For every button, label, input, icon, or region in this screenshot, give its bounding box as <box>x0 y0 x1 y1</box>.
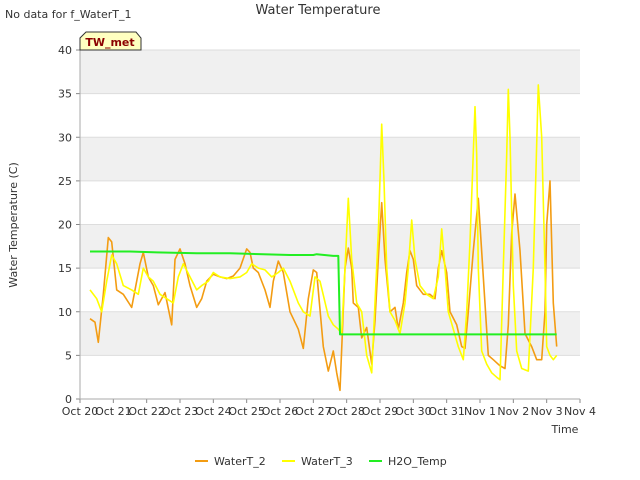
y-tick-label: 40 <box>58 44 72 57</box>
x-tick-label: Oct 26 <box>262 405 299 418</box>
plot-background-bands <box>80 50 580 399</box>
legend-item-watert2: WaterT_2 <box>195 455 266 468</box>
x-tick-label: Nov 3 <box>531 405 563 418</box>
x-tick-label: Oct 28 <box>328 405 365 418</box>
series-layer <box>89 84 558 392</box>
y-tick-label: 10 <box>58 306 72 319</box>
plot-band <box>80 224 580 269</box>
y-tick-label: 35 <box>58 88 72 101</box>
x-tick-label: Oct 24 <box>195 405 232 418</box>
x-tick-label: Oct 31 <box>428 405 465 418</box>
y-tick-label: 20 <box>58 219 72 232</box>
legend-label-watert2: WaterT_2 <box>214 455 266 468</box>
x-tick-label: Oct 22 <box>128 405 165 418</box>
plot-band <box>80 93 580 138</box>
plot-band <box>80 268 580 312</box>
plot-band <box>80 50 580 94</box>
y-tick-label: 0 <box>65 393 72 406</box>
legend-item-watert3: WaterT_3 <box>282 455 353 468</box>
station-badge-label: TW_met <box>85 36 134 49</box>
x-tick-label: Oct 29 <box>362 405 399 418</box>
station-badge: TW_met <box>79 31 142 51</box>
x-tick-label: Nov 1 <box>464 405 496 418</box>
no-data-note: No data for f_WaterT_1 <box>5 8 131 21</box>
x-tick-label: Oct 23 <box>162 405 199 418</box>
legend-label-h2o-temp: H2O_Temp <box>388 455 447 468</box>
series-line-watert2 <box>89 180 558 392</box>
x-tick-label: Oct 25 <box>228 405 265 418</box>
series-line-h2o-temp <box>90 250 557 336</box>
y-tick-label: 15 <box>58 262 72 275</box>
x-axis-label: Time <box>551 423 579 436</box>
x-tick-label: Oct 27 <box>295 405 332 418</box>
badge-shape <box>79 31 142 51</box>
series-line-watert3 <box>89 84 558 381</box>
y-tick-label: 30 <box>58 131 72 144</box>
x-tick-label: Oct 30 <box>395 405 432 418</box>
y-tick-label: 25 <box>58 175 72 188</box>
legend-label-watert3: WaterT_3 <box>301 455 353 468</box>
plot-band <box>80 137 580 181</box>
plot-band <box>80 180 580 225</box>
y-tick-label: 5 <box>65 349 72 362</box>
legend-item-h2o-temp: H2O_Temp <box>369 455 447 468</box>
legend: WaterT_2 WaterT_3 H2O_Temp <box>195 455 447 468</box>
x-tick-label: Nov 4 <box>564 405 596 418</box>
x-tick-label: Oct 21 <box>95 405 132 418</box>
chart-title: Water Temperature <box>256 3 381 18</box>
x-tick-label: Nov 2 <box>497 405 529 418</box>
y-axis-label: Water Temperature (C) <box>7 162 20 287</box>
x-tick-label: Oct 20 <box>62 405 99 418</box>
axes <box>76 49 581 403</box>
